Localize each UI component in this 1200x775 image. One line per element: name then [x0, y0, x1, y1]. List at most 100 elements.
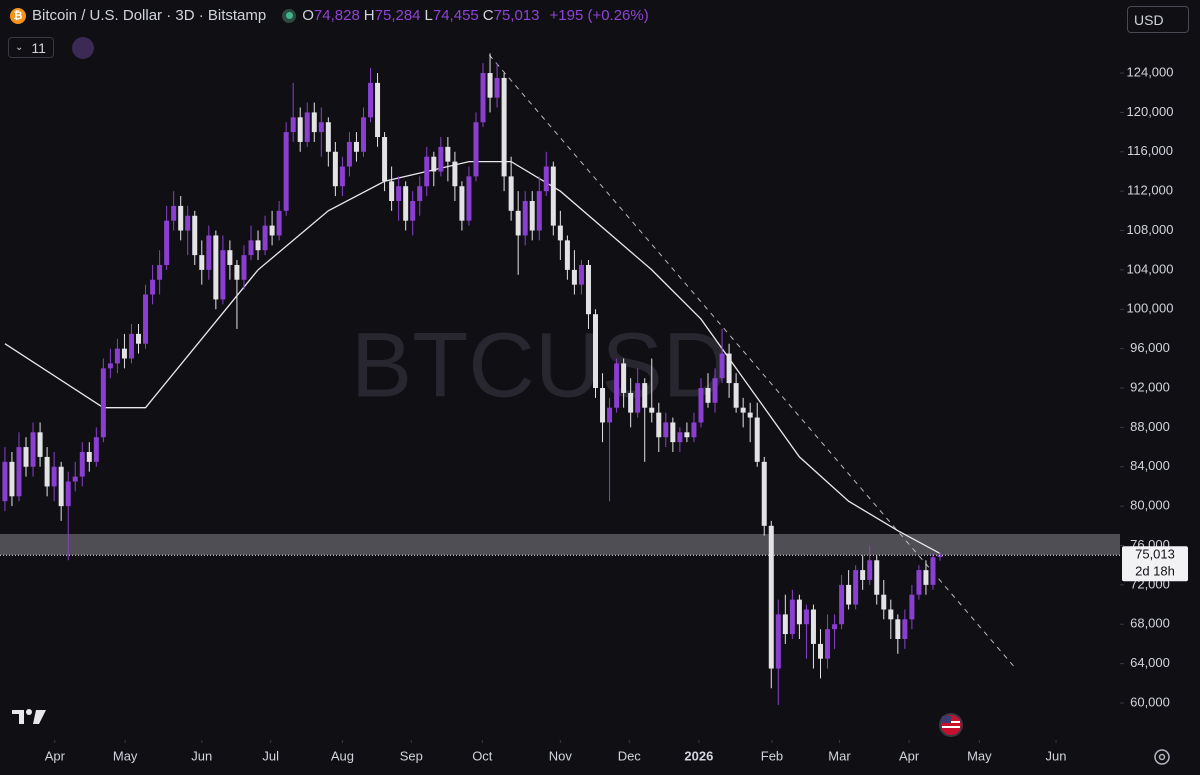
ohlc-legend: O74,828 H75,284 L74,455 C75,013 [302, 7, 543, 24]
candle-body [614, 363, 620, 408]
candle-body [332, 151, 338, 187]
candle-body [487, 73, 493, 98]
last-price-label: 75,013 [1135, 547, 1175, 562]
candle-body [846, 584, 852, 605]
candle-body [213, 235, 219, 300]
candle-body [677, 432, 683, 443]
y-tick-label: 60,000 [1130, 694, 1170, 709]
y-tick-label: 68,000 [1130, 616, 1170, 631]
x-tick-label: Jun [191, 748, 212, 763]
candle-body [607, 407, 613, 423]
candle-body [782, 614, 788, 635]
candle-body [501, 77, 507, 177]
candle-body [269, 225, 275, 236]
ohlc-key: L [424, 7, 433, 24]
x-tick-label: May [967, 748, 992, 763]
candle-body [529, 200, 535, 231]
candle-body [916, 570, 922, 595]
candle-body [466, 176, 472, 221]
candle-body [705, 388, 711, 403]
candle-body [473, 122, 479, 177]
x-tick-label: Jul [262, 748, 279, 763]
symbol[interactable]: Bitcoin / U.S. Dollar · 3D · Bitstamp [32, 7, 267, 24]
candle-body [220, 250, 226, 300]
candle-body [691, 422, 697, 438]
watermark: BTCUSD [351, 314, 729, 416]
x-tick-label: Mar [828, 748, 851, 763]
y-tick-label: 116,000 [1127, 143, 1173, 158]
event-flag[interactable] [939, 713, 963, 737]
candle-body [100, 368, 106, 438]
candle-body [832, 624, 838, 630]
candle-body [403, 186, 409, 221]
currency-button[interactable]: USD [1127, 6, 1189, 33]
candle-body [867, 560, 873, 580]
status-dot [282, 8, 297, 23]
candle-body [789, 599, 795, 635]
refresh-button[interactable] [72, 37, 94, 59]
candle-body [698, 388, 704, 423]
x-tick-label: Nov [549, 748, 573, 763]
candle-body [65, 481, 71, 507]
countdown-label: 2d 18h [1135, 564, 1175, 579]
x-tick-label: May [113, 748, 138, 763]
x-tick-label: Oct [472, 748, 493, 763]
candle-body [670, 422, 676, 443]
ohlc-key: O [302, 7, 314, 24]
candle-body [382, 137, 388, 182]
candle-body [712, 378, 718, 403]
candle-body [304, 112, 310, 142]
candle-body [930, 557, 936, 585]
candle-body [128, 333, 134, 359]
candle-body [860, 570, 866, 580]
x-tick-label: 2026 [684, 748, 713, 763]
candle-body [825, 629, 831, 659]
candle-body [318, 122, 324, 133]
ohlc-value: 74,455 [432, 7, 479, 24]
y-tick-label: 120,000 [1127, 104, 1174, 119]
settings-icon[interactable] [1154, 749, 1170, 765]
candle-body [72, 476, 78, 482]
candle-body [726, 353, 732, 384]
candle-body [346, 141, 352, 167]
x-tick-label: Jun [1046, 748, 1067, 763]
candle-body [86, 451, 92, 462]
candle-body [628, 392, 634, 413]
candle-body [136, 333, 142, 344]
last-price-box [1122, 546, 1188, 582]
y-tick-label: 100,000 [1127, 301, 1174, 316]
ohlc-key: C [482, 7, 494, 24]
x-tick-label: Sep [400, 748, 423, 763]
candle-body [853, 570, 859, 605]
candle-body [79, 451, 85, 477]
candle-body [276, 210, 282, 236]
candle-body [508, 176, 514, 211]
x-tick-label: Apr [45, 748, 66, 763]
candle-body [635, 383, 641, 413]
candle-body [157, 264, 163, 280]
y-tick-label: 124,000 [1127, 64, 1174, 79]
candle-body [740, 407, 746, 413]
candle-body [642, 383, 648, 408]
y-tick-label: 92,000 [1130, 379, 1170, 394]
candle-body [431, 156, 437, 172]
x-tick-label: Dec [618, 748, 642, 763]
y-tick-label: 108,000 [1127, 222, 1174, 237]
candle-body [325, 122, 331, 152]
candle-body [438, 146, 444, 172]
candle-body [656, 412, 662, 438]
candle-body [353, 141, 359, 152]
candle-body [543, 166, 549, 192]
y-tick-label: 104,000 [1127, 261, 1174, 276]
candle-body [58, 466, 64, 507]
candle-body [564, 240, 570, 270]
candle-body [937, 555, 943, 558]
candle-body [30, 432, 36, 467]
candle-body [339, 166, 345, 187]
candle-body [255, 240, 261, 251]
y-tick-label: 84,000 [1130, 458, 1170, 473]
x-tick-label: Apr [899, 748, 920, 763]
indicator-toggle[interactable]: ⌄ 11 [8, 37, 54, 58]
